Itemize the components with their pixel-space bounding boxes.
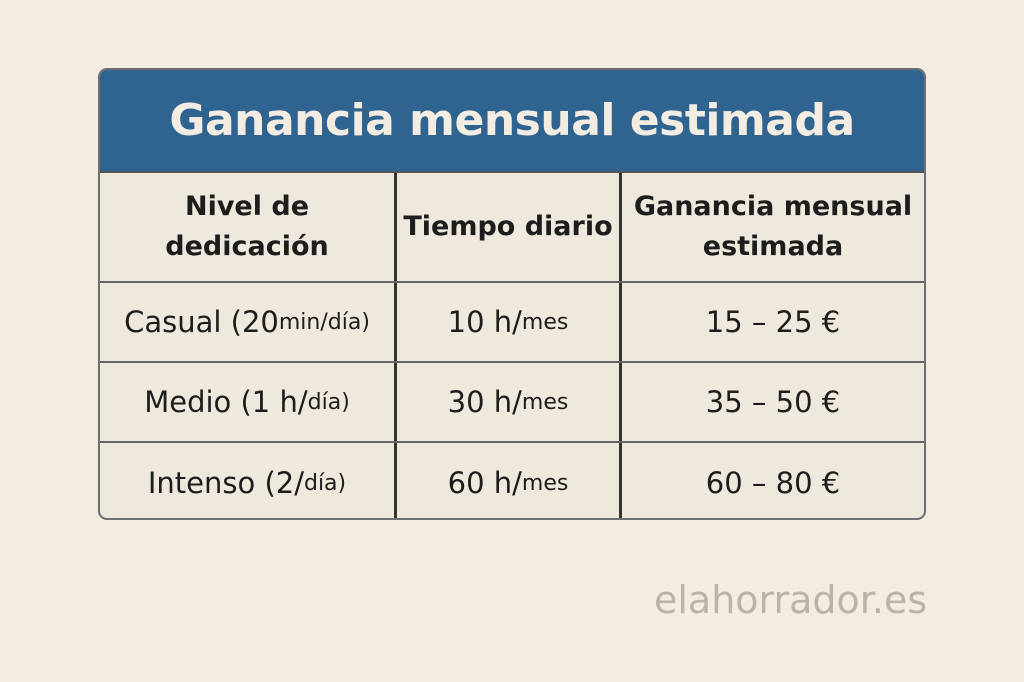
- time-cell: 10 h/mes: [397, 283, 622, 361]
- time-cell: 30 h/mes: [397, 363, 622, 441]
- time-unit: mes: [521, 389, 569, 415]
- table-row: Medio (1 h/día) 30 h/mes 35 – 50 €: [100, 363, 924, 443]
- time-text: 30 h/: [447, 385, 522, 419]
- level-text: Medio (1 h/: [144, 385, 308, 419]
- level-cell: Casual (20 min/día): [100, 283, 397, 361]
- level-unit: min/día): [278, 309, 370, 335]
- level-cell: Intenso (2/día): [100, 443, 397, 518]
- time-text: 60 h/: [447, 466, 522, 500]
- table-title: Ganancia mensual estimada: [100, 70, 924, 173]
- time-unit: mes: [521, 470, 569, 496]
- table-row: Casual (20 min/día) 10 h/mes 15 – 25 €: [100, 283, 924, 363]
- level-unit: día): [303, 470, 347, 496]
- time-unit: mes: [521, 309, 569, 335]
- earnings-table: Ganancia mensual estimada Nivel de dedic…: [98, 68, 926, 520]
- level-unit: día): [307, 389, 350, 415]
- header-time: Tiempo diario: [397, 173, 622, 281]
- earnings-cell: 60 – 80 €: [705, 466, 841, 500]
- level-text: Casual (20: [124, 305, 279, 339]
- level-cell: Medio (1 h/día): [100, 363, 397, 441]
- header-level: Nivel de dedicación: [100, 173, 397, 281]
- table-row: Intenso (2/día) 60 h/mes 60 – 80 €: [100, 443, 924, 518]
- time-text: 10 h/: [447, 305, 522, 339]
- level-text: Intenso (2/: [147, 466, 304, 500]
- header-earnings: Ganancia mensual estimada: [633, 191, 913, 262]
- earnings-cell: 15 – 25 €: [705, 305, 841, 339]
- header-row: Nivel de dedicación Tiempo diario Gananc…: [100, 173, 924, 283]
- watermark: elahorrador.es: [654, 578, 928, 622]
- time-cell: 60 h/mes: [397, 443, 622, 518]
- earnings-cell: 35 – 50 €: [705, 385, 841, 419]
